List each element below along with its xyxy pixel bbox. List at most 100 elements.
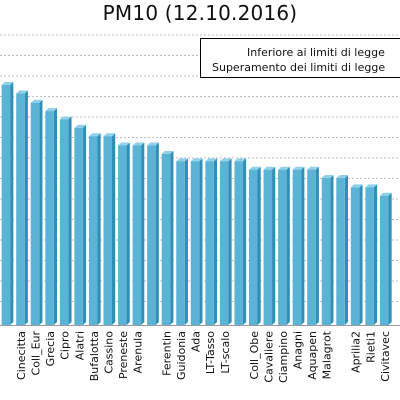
bar-side — [388, 192, 392, 325]
bar — [307, 166, 319, 325]
bar — [292, 166, 305, 325]
bar-top — [249, 166, 261, 170]
bar-top — [234, 158, 247, 162]
x-tick-label: Cassino — [102, 331, 115, 374]
x-tick-label: LT-scalo — [219, 331, 232, 374]
bar-front — [176, 161, 185, 325]
bar-side — [53, 108, 57, 325]
bar-front — [379, 195, 389, 325]
bar-side — [257, 166, 261, 325]
bar-side — [199, 158, 203, 325]
bar-front — [234, 161, 243, 325]
bar — [118, 142, 130, 325]
bar — [1, 82, 14, 325]
bar — [74, 124, 87, 325]
bar-front — [118, 145, 127, 325]
bar — [161, 150, 174, 325]
bar-side — [213, 158, 218, 325]
x-tick-label: Malagrot — [321, 330, 334, 379]
bar-front — [88, 136, 98, 325]
bar-front — [350, 187, 360, 325]
bar-top — [1, 82, 14, 86]
bar — [321, 175, 334, 325]
chart-title: PM10 (12.10.2016) — [102, 1, 298, 25]
bar-front — [16, 93, 25, 326]
x-tick-label: Coll_Obe — [248, 331, 261, 380]
bar-side — [373, 184, 378, 325]
bar-front — [190, 161, 200, 325]
bar-side — [184, 158, 188, 325]
bar-front — [307, 169, 316, 325]
bar-side — [82, 124, 87, 325]
bar-front — [219, 161, 229, 325]
bar-front — [45, 111, 54, 325]
bar-front — [147, 145, 156, 325]
legend-entry-below-limits: Inferiore ai limiti di legge — [247, 46, 385, 59]
x-tick-label: Ferentin — [161, 331, 174, 376]
bar — [176, 158, 188, 325]
bar-side — [301, 166, 305, 325]
x-tick-label: Ada — [190, 331, 203, 352]
bar — [234, 158, 247, 325]
bar-side — [97, 133, 101, 325]
bar-side — [39, 99, 43, 325]
bar-side — [286, 166, 290, 325]
x-tick-label: Cavaliere — [262, 331, 275, 383]
x-tick-label: Arenula — [131, 331, 144, 373]
bar — [59, 116, 72, 325]
bar-side — [359, 184, 363, 325]
x-tick-label: Coll_Eur — [30, 331, 43, 376]
bar-front — [103, 136, 112, 325]
bar-side — [68, 116, 72, 325]
x-tick-label: Aquapen — [306, 331, 319, 380]
bar-side — [344, 175, 348, 325]
bar-front — [249, 169, 258, 325]
bar-top — [190, 158, 203, 162]
bar-top — [321, 175, 334, 179]
bar-front — [74, 127, 83, 325]
x-tick-label: Grecia — [44, 331, 57, 366]
bar — [365, 184, 378, 325]
chart-legend: Inferiore ai limiti di legge Superamento… — [200, 38, 400, 78]
bars — [1, 82, 392, 326]
bar-top — [88, 133, 101, 137]
bar-front — [59, 119, 69, 325]
bar-top — [278, 166, 290, 170]
bar-top — [147, 142, 159, 146]
bar-top — [292, 166, 305, 170]
bar-front — [321, 178, 331, 325]
x-tick-label: Cinecitta — [15, 331, 28, 380]
bar-front — [278, 169, 287, 325]
bar-top — [263, 166, 276, 170]
bar-side — [24, 90, 28, 326]
bar-top — [30, 99, 43, 103]
bar-top — [132, 142, 145, 146]
x-tick-label: Alatri — [73, 331, 86, 360]
bar-front — [365, 187, 374, 325]
bar — [205, 158, 218, 325]
bar — [88, 133, 101, 325]
bar — [249, 166, 261, 325]
bar-side — [141, 142, 145, 325]
bar-top — [45, 108, 57, 112]
x-tick-label: Preneste — [117, 331, 130, 379]
bar — [336, 175, 348, 325]
bar-front — [336, 178, 345, 325]
bar-top — [365, 184, 378, 188]
bar-top — [161, 150, 174, 154]
x-tick-label: Civitavec — [379, 331, 392, 382]
bar-front — [1, 85, 11, 325]
bar-top — [336, 175, 348, 179]
bar — [45, 108, 57, 325]
bar-top — [205, 158, 218, 162]
bar-front — [132, 145, 142, 325]
bar — [30, 99, 43, 325]
bar-side — [272, 166, 276, 325]
bar-top — [16, 90, 28, 94]
bar-side — [170, 150, 174, 325]
x-tick-label: LT-Tasso — [204, 331, 217, 374]
bar — [16, 90, 28, 326]
bar — [278, 166, 290, 325]
bar-front — [30, 102, 40, 325]
